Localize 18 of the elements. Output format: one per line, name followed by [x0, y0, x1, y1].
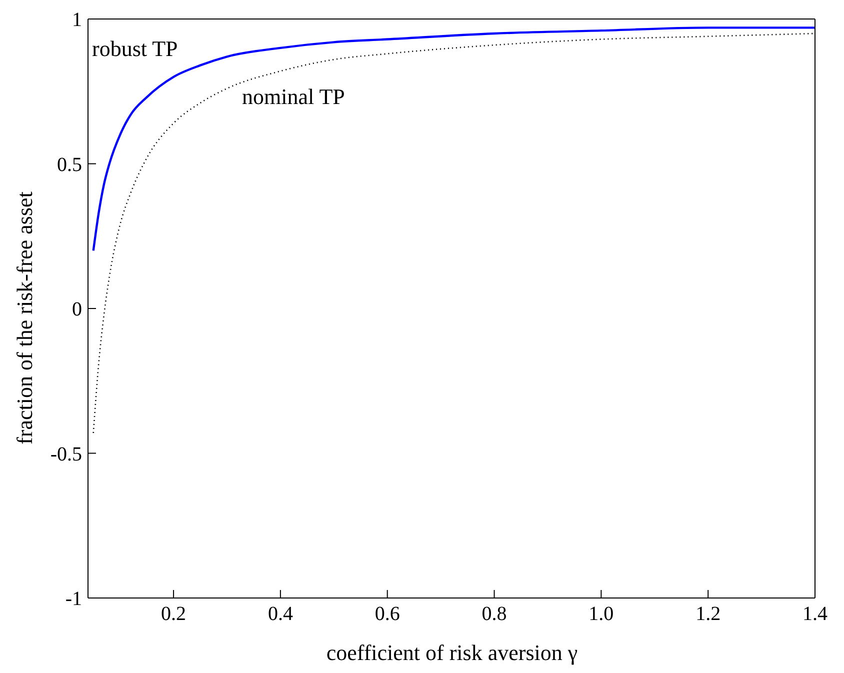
- x-tick-label: 1.4: [802, 603, 828, 626]
- x-tick-label: 0.4: [268, 603, 293, 626]
- annotation: robust TP: [92, 36, 178, 62]
- x-axis-title: coefficient of risk aversion γ: [325, 640, 579, 666]
- annotation: nominal TP: [242, 84, 345, 110]
- y-tick-label: 0.5: [57, 154, 82, 176]
- x-tick-label: 1.0: [588, 603, 614, 626]
- y-tick-label: 0: [72, 298, 82, 321]
- y-tick-label: 1: [72, 9, 82, 32]
- x-tick-label: 0.6: [374, 603, 400, 626]
- y-tick-label: -0.5: [50, 443, 82, 466]
- x-tick-label: 0.2: [161, 603, 186, 626]
- x-tick-label: 0.8: [482, 603, 507, 626]
- y-tick-label: -1: [65, 588, 82, 610]
- y-axis-title: fraction of the risk-free asset: [12, 192, 38, 444]
- line-series: [92, 32, 815, 434]
- line-series: [92, 26, 815, 252]
- x-tick-label: 1.2: [696, 603, 721, 626]
